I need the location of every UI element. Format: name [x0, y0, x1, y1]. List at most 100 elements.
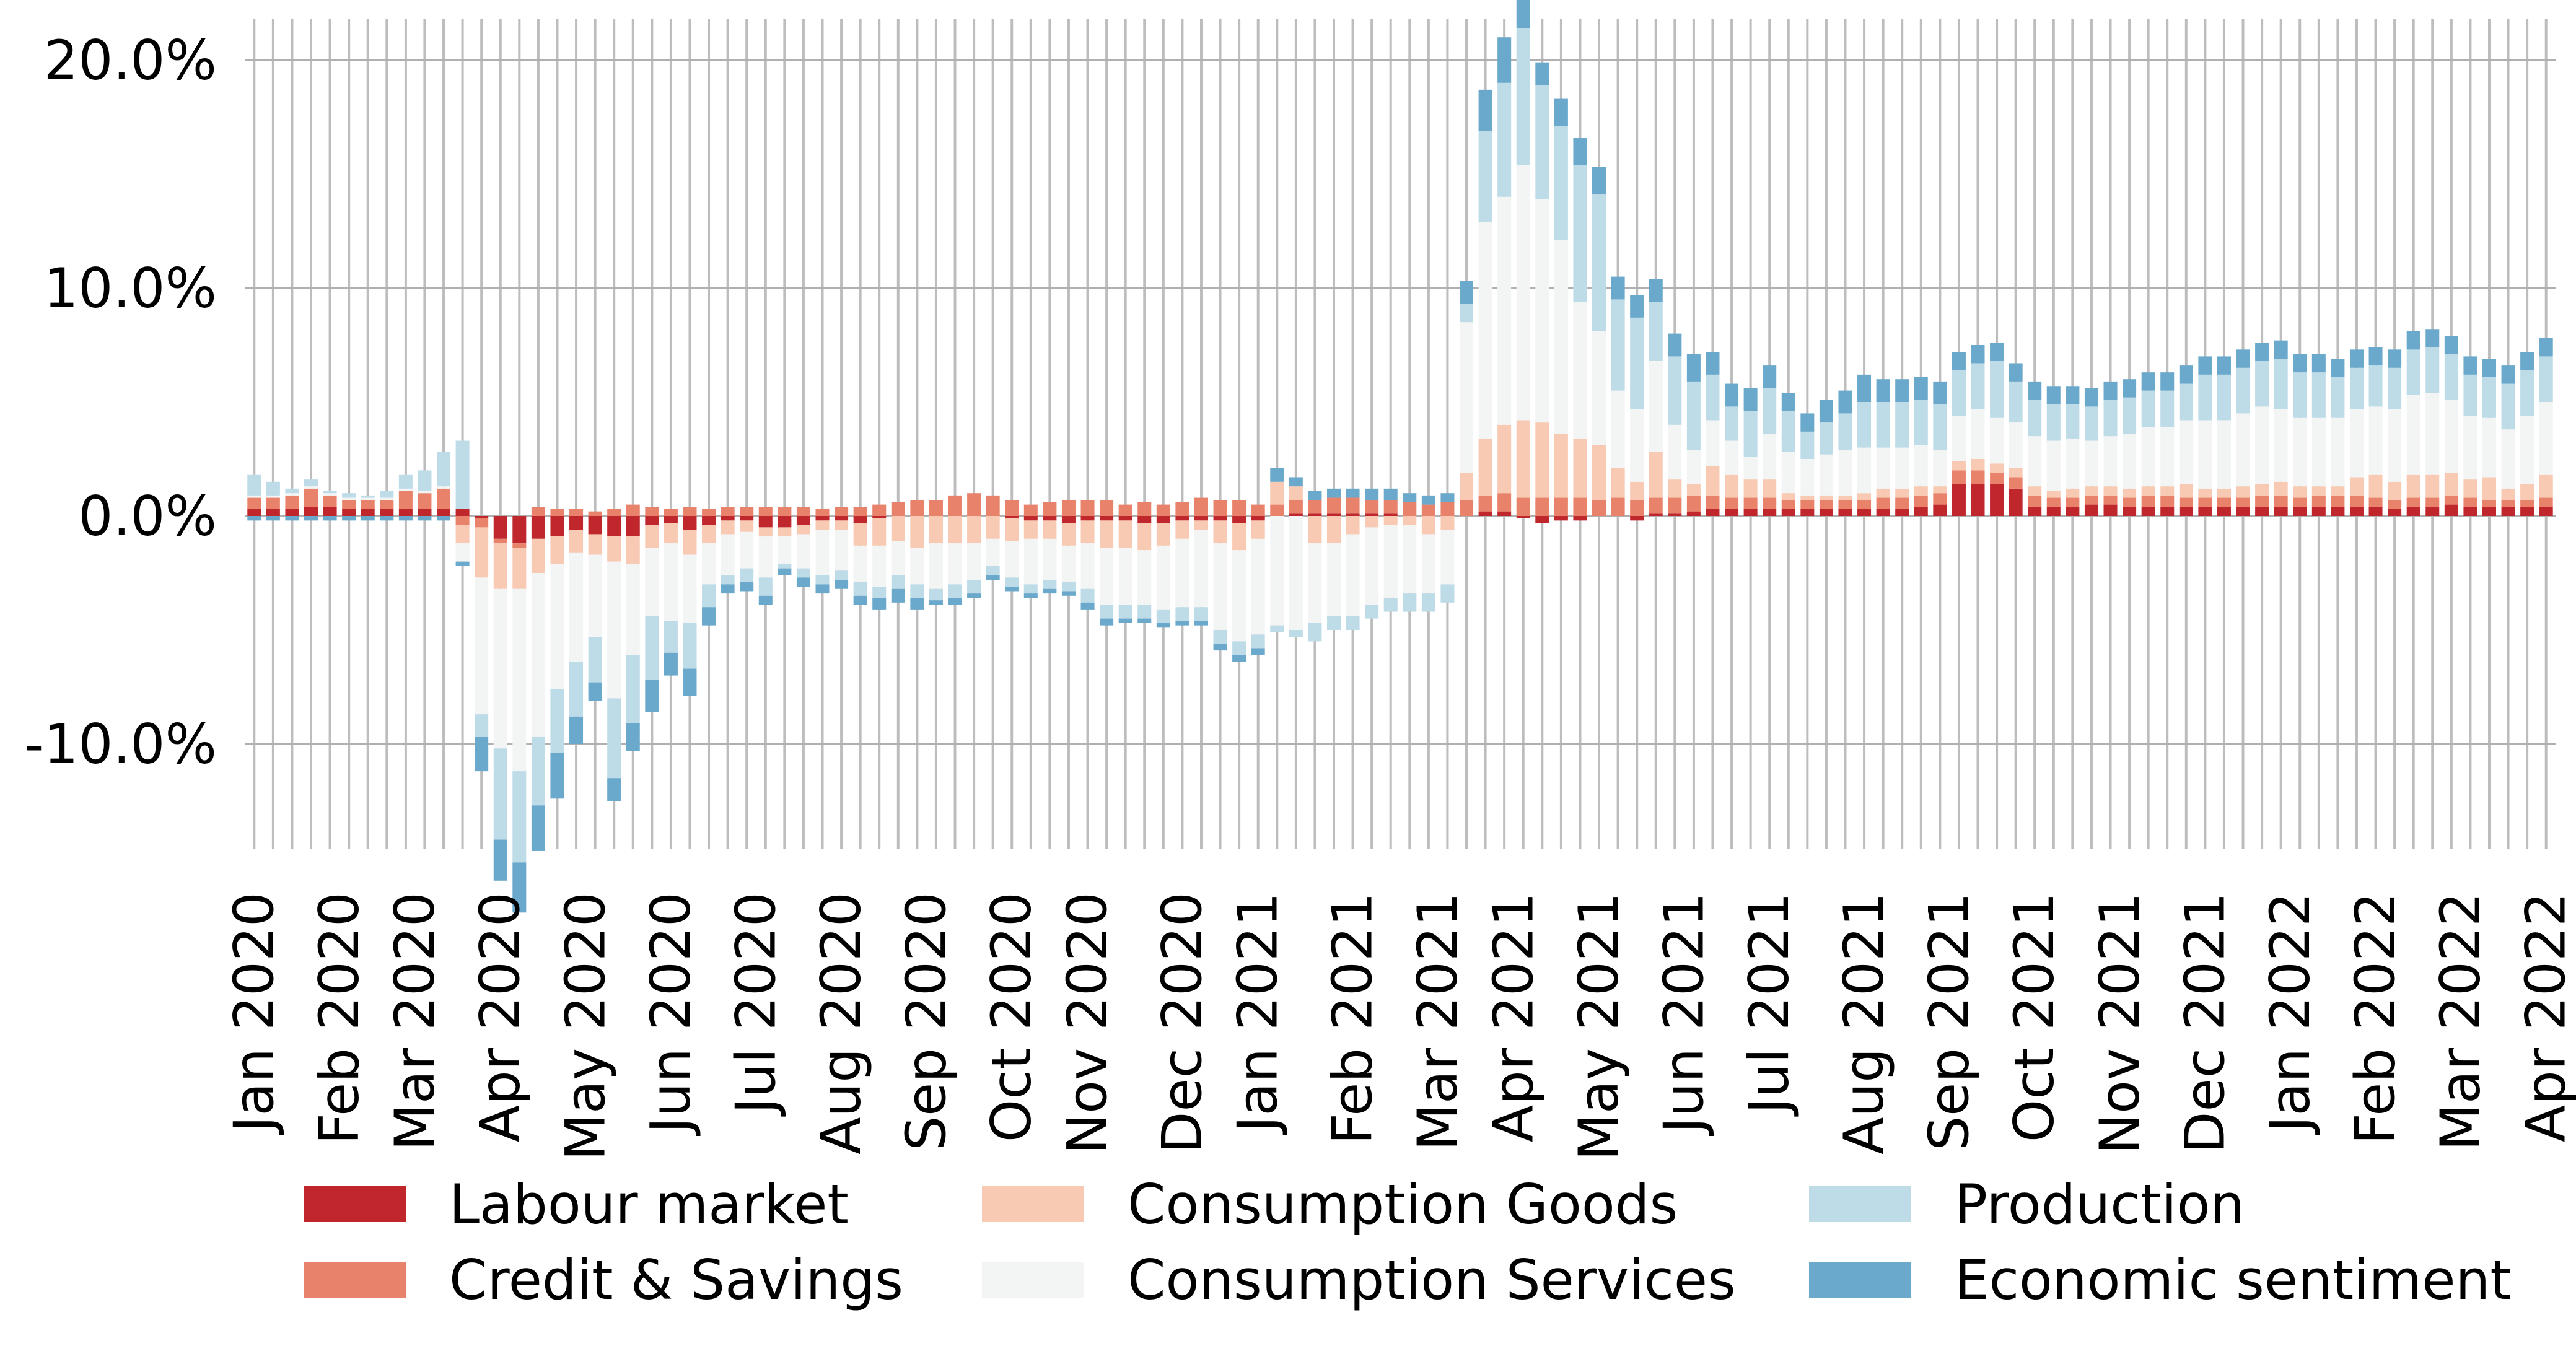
bar-segment — [588, 637, 602, 683]
bar-segment — [437, 516, 451, 521]
legend-label: Credit & Savings — [449, 1248, 903, 1312]
bar-segment — [1706, 374, 1720, 421]
bar-segment — [1611, 390, 1625, 468]
bar-segment — [418, 509, 432, 516]
bar-segment — [967, 593, 981, 598]
bar-segment — [853, 523, 867, 546]
bar-segment — [550, 753, 564, 799]
bar-segment — [1043, 502, 1057, 516]
bar-segment — [1990, 463, 2004, 473]
bar-segment — [1080, 602, 1095, 610]
bar-segment — [1990, 473, 2004, 484]
bar-segment — [455, 525, 470, 544]
bar-segment — [796, 568, 810, 578]
bar-segment — [1137, 618, 1152, 623]
bar-segment — [493, 839, 507, 881]
bar-segment — [910, 548, 924, 585]
bar-segment — [1137, 502, 1152, 516]
bar-segment — [1990, 361, 2004, 418]
bar-segment — [1592, 445, 1606, 500]
bar-segment — [1326, 497, 1341, 514]
bar-segment — [1270, 468, 1284, 482]
bar-segment — [1497, 196, 1512, 425]
bar-segment — [683, 507, 697, 516]
bar-segment — [1080, 543, 1095, 589]
bar-segment — [1100, 516, 1114, 521]
bar-segment — [1478, 438, 1492, 496]
bar-segment — [2463, 497, 2477, 507]
bar-segment — [2425, 474, 2440, 498]
bar-segment — [2368, 507, 2383, 516]
bar-segment — [2444, 504, 2458, 516]
bar-segment — [2463, 479, 2477, 498]
bar-segment — [1535, 422, 1549, 498]
bar-segment — [475, 714, 489, 737]
bar-segment — [740, 531, 754, 569]
bar-segment — [1478, 495, 1492, 512]
bar-segment — [2009, 477, 2023, 489]
bar-segment — [1365, 605, 1379, 619]
bar-segment — [2160, 486, 2175, 496]
bar-segment — [1838, 509, 1852, 516]
bar-segment — [2463, 416, 2477, 480]
bar-segment — [398, 516, 413, 521]
bar-segment — [1156, 504, 1170, 516]
x-tick-label: Apr 2022 — [2514, 892, 2576, 1142]
bar-segment — [1554, 497, 1568, 516]
bar-segment — [1516, 516, 1530, 518]
bar-segment — [2046, 386, 2061, 404]
bar-segment — [1781, 500, 1795, 509]
bar-segment — [1554, 126, 1568, 240]
bar-segment — [796, 534, 810, 569]
bar-segment — [1023, 538, 1038, 585]
bar-segment — [2444, 354, 2458, 400]
bar-segment — [853, 595, 867, 605]
bar-segment — [2198, 374, 2212, 421]
bar-segment — [2123, 507, 2137, 516]
bar-segment — [1838, 390, 1852, 414]
bar-segment — [2274, 507, 2288, 516]
bar-segment — [1023, 593, 1038, 598]
bar-segment — [1440, 530, 1455, 585]
bar-segment — [1895, 379, 1909, 402]
bar-segment — [1403, 502, 1417, 516]
bar-segment — [1251, 634, 1265, 649]
bar-segment — [778, 568, 792, 575]
bar-segment — [626, 504, 640, 516]
bar-segment — [550, 509, 564, 516]
bar-segment — [1535, 85, 1549, 199]
bar-segment — [2236, 486, 2250, 498]
bar-segment — [1043, 516, 1057, 521]
bar-segment — [2311, 417, 2326, 487]
bar-segment — [2274, 481, 2288, 496]
bar-segment — [588, 511, 602, 516]
bar-segment — [1914, 495, 1928, 507]
bar-segment — [758, 595, 773, 605]
bar-segment — [2293, 497, 2307, 507]
legend-swatch — [982, 1262, 1084, 1298]
bar-segment — [2198, 507, 2212, 516]
bar-segment — [1023, 520, 1038, 539]
bar-segment — [2160, 507, 2175, 516]
bar-segment — [1649, 279, 1663, 302]
bar-segment — [323, 516, 337, 521]
bar-segment — [1573, 302, 1587, 439]
bar-segment — [1706, 466, 1720, 496]
bar-segment — [2520, 500, 2534, 507]
bar-segment — [2160, 427, 2175, 487]
bar-segment — [266, 509, 280, 516]
bar-segment — [1952, 416, 1966, 461]
bar-segment — [1213, 516, 1227, 521]
bar-segment — [1838, 500, 1852, 509]
bar-segment — [2160, 390, 2175, 427]
bar-segment — [891, 516, 905, 541]
bar-segment — [531, 573, 545, 737]
bar-segment — [455, 509, 470, 516]
bar-segment — [1895, 509, 1909, 516]
bar-segment — [1649, 497, 1663, 514]
bar-segment — [1383, 516, 1398, 525]
bar-segment — [1175, 502, 1189, 516]
bar-segment — [796, 516, 810, 525]
bar-segment — [380, 497, 394, 500]
bar-segment — [2406, 349, 2420, 395]
